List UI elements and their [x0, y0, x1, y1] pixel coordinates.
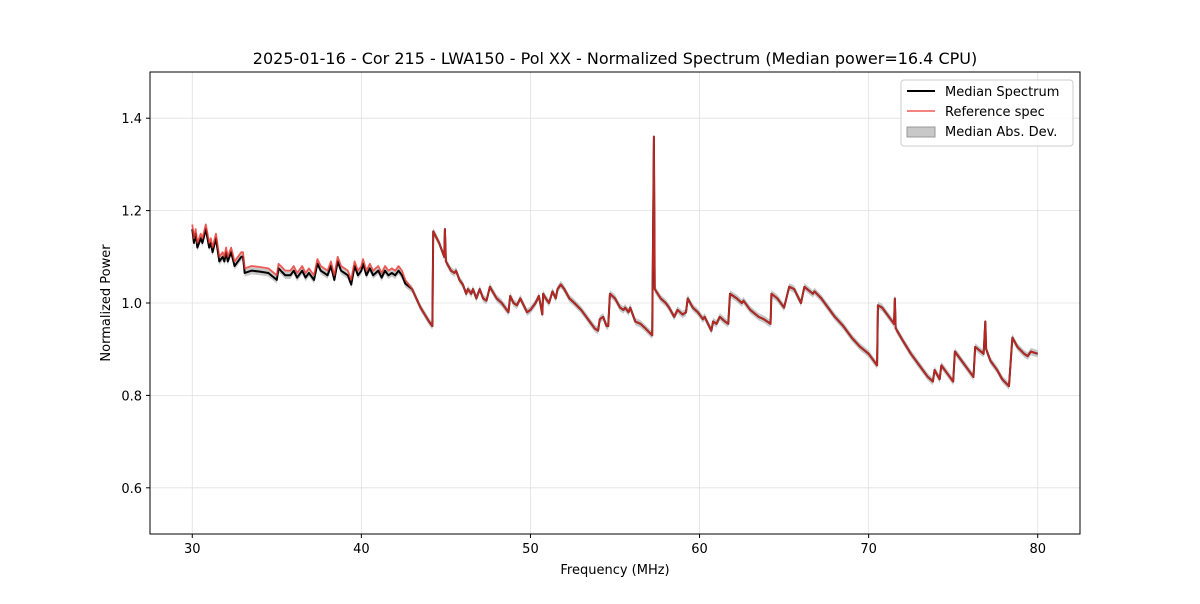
ticks: 30 40 50 60 70 80 0.6 0.8 1.0 1.2 1.4: [121, 112, 1046, 557]
legend-reference-label: Reference spec: [945, 105, 1045, 120]
series-group: [191, 132, 1039, 390]
y-tick-label: 0.8: [121, 389, 142, 404]
legend-mad-label: Median Abs. Dev.: [945, 125, 1057, 140]
y-tick-label: 1.0: [121, 297, 142, 312]
x-tick-label: 80: [1029, 542, 1046, 557]
grid: [150, 72, 1080, 534]
reference-spectrum-line: [191, 135, 1039, 388]
x-tick-label: 40: [353, 542, 370, 557]
y-tick-label: 0.6: [121, 482, 142, 497]
x-tick-label: 60: [691, 542, 708, 557]
x-tick-label: 30: [184, 542, 201, 557]
legend: Median Spectrum Reference spec Median Ab…: [900, 79, 1074, 147]
x-tick-label: 50: [522, 542, 539, 557]
y-axis-label: Normalized Power: [99, 244, 114, 362]
chart-title: 2025-01-16 - Cor 215 - LWA150 - Pol XX -…: [253, 49, 977, 68]
y-tick-label: 1.4: [121, 112, 142, 127]
y-tick-label: 1.2: [121, 205, 142, 220]
x-tick-label: 70: [860, 542, 877, 557]
legend-mad-swatch: [906, 126, 936, 138]
legend-median-label: Median Spectrum: [945, 85, 1059, 100]
x-axis-label: Frequency (MHz): [560, 563, 669, 578]
legend-box: [900, 79, 1074, 147]
